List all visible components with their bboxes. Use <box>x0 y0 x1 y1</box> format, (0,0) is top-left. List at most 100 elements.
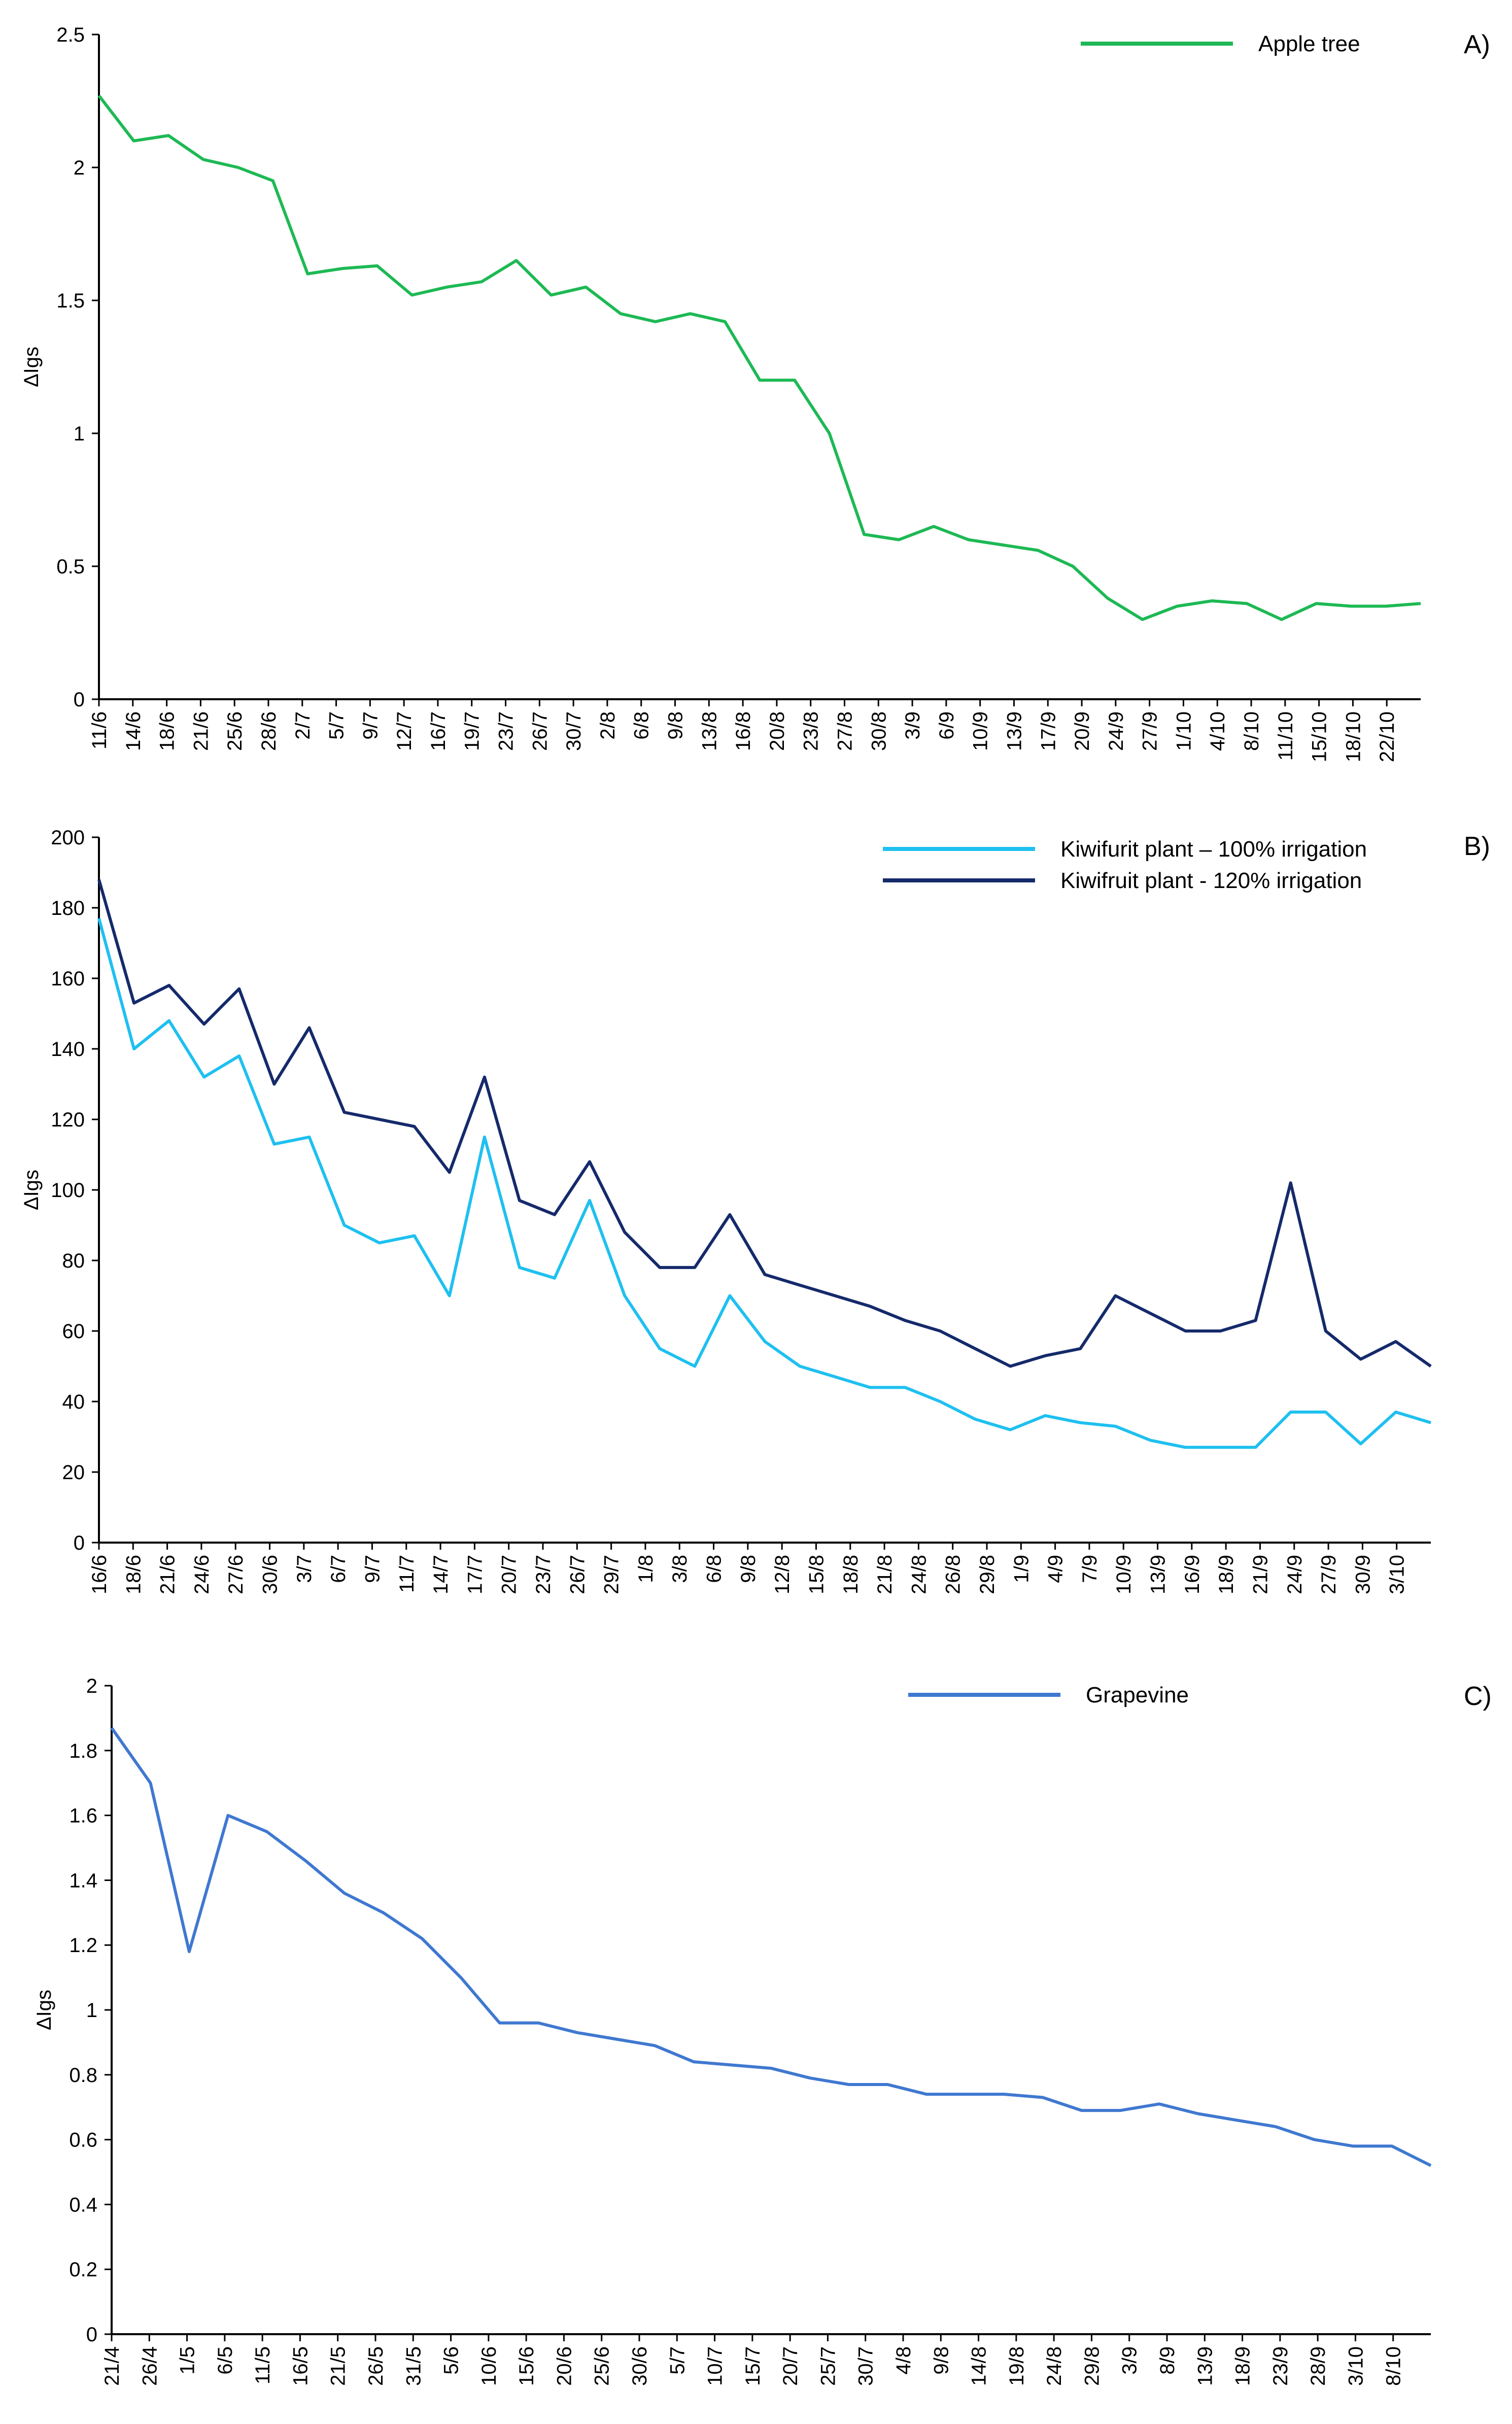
x-tick-label: 10/9 <box>970 711 992 751</box>
x-tick-label: 26/7 <box>529 711 551 751</box>
y-axis-label: ΔIgs <box>20 1170 43 1210</box>
y-tick-label: 180 <box>51 897 85 919</box>
x-tick-label: 9/7 <box>359 711 382 740</box>
x-tick-label: 4/10 <box>1207 711 1229 751</box>
legend-label: Kiwifruit plant - 120% irrigation <box>1060 868 1362 893</box>
x-tick-label: 4/9 <box>1045 1555 1067 1583</box>
x-tick-label: 2/7 <box>292 711 314 740</box>
x-tick-label: 3/8 <box>669 1555 691 1583</box>
x-tick-label: 1/8 <box>635 1555 657 1583</box>
x-tick-label: 17/9 <box>1037 711 1059 751</box>
x-tick-label: 18/9 <box>1232 2346 1254 2386</box>
x-tick-label: 12/7 <box>393 711 416 751</box>
y-tick-label: 140 <box>51 1038 85 1061</box>
x-tick-label: 25/6 <box>591 2346 613 2386</box>
chart-panel-2: 0 20 40 60 80 100 120 140 160 180 200 ΔIgs 16/6 18/6 2… <box>20 827 1490 1594</box>
y-tick-label: 100 <box>51 1179 85 1202</box>
y-tick-label: 0.2 <box>69 2259 97 2281</box>
x-tick-label: 23/7 <box>495 711 518 751</box>
x-tick-label: 30/8 <box>868 711 890 751</box>
series-line-kiwifruit-plant-120-irrigation <box>97 879 1432 1368</box>
x-tick-label: 11/10 <box>1275 711 1297 761</box>
y-tick-label: 160 <box>51 968 85 990</box>
x-tick-label: 16/6 <box>88 1555 111 1594</box>
x-tick-label: 3/9 <box>902 711 924 740</box>
y-axis-label: ΔIgs <box>20 347 43 387</box>
x-tick-label: 10/9 <box>1113 1555 1135 1594</box>
x-tick-label: 6/7 <box>327 1555 350 1583</box>
x-tick-label: 8/10 <box>1383 2346 1405 2386</box>
x-tick-label: 23/8 <box>800 711 822 751</box>
x-tick-label: 19/8 <box>1006 2346 1028 2386</box>
x-tick-label: 4/8 <box>892 2346 915 2375</box>
x-tick-label: 3/10 <box>1386 1555 1408 1594</box>
x-tick-label: 21/4 <box>101 2346 123 2386</box>
x-tick-label: 18/6 <box>156 711 179 751</box>
x-tick-label: 15/8 <box>805 1555 828 1594</box>
y-tick-label: 2 <box>86 1675 97 1697</box>
x-tick-label: 6/8 <box>703 1555 726 1583</box>
x-tick-label: 10/7 <box>704 2346 727 2386</box>
x-tick-label: 8/9 <box>1156 2346 1179 2375</box>
x-tick-label: 26/4 <box>139 2346 161 2386</box>
x-tick-label: 5/7 <box>666 2346 689 2375</box>
x-tick-label: 26/5 <box>365 2346 387 2386</box>
x-tick-label: 16/7 <box>427 711 450 751</box>
x-tick-label: 24/9 <box>1105 711 1127 751</box>
x-tick-label: 13/9 <box>1003 711 1025 751</box>
x-tick-label: 6/5 <box>214 2346 236 2375</box>
x-tick-label: 6/9 <box>936 711 958 740</box>
legend-label: Kiwifurit plant – 100% irrigation <box>1060 837 1367 862</box>
x-tick-label: 20/9 <box>1071 711 1093 751</box>
y-tick-label: 1.8 <box>69 1740 97 1762</box>
x-tick-label: 18/10 <box>1342 711 1364 762</box>
x-tick-label: 28/9 <box>1307 2346 1329 2386</box>
x-tick-label: 27/8 <box>834 711 856 751</box>
x-tick-label: 15/6 <box>516 2346 538 2386</box>
y-tick-label: 1 <box>74 423 85 445</box>
panel-label: B) <box>1464 832 1490 861</box>
y-tick-label: 1 <box>86 1999 97 2022</box>
y-tick-label: 1.2 <box>69 1934 97 1957</box>
x-tick-label: 14/6 <box>122 711 145 751</box>
x-tick-label: 29/7 <box>601 1555 623 1594</box>
x-tick-label: 24/9 <box>1284 1555 1306 1594</box>
legend-label: Grapevine <box>1086 1683 1189 1708</box>
x-tick-label: 14/8 <box>968 2346 990 2386</box>
x-tick-label: 24/6 <box>191 1555 213 1594</box>
x-tick-label: 6/8 <box>631 711 653 740</box>
x-tick-label: 27/9 <box>1318 1555 1340 1594</box>
x-tick-label: 16/9 <box>1181 1555 1204 1594</box>
x-tick-label: 18/9 <box>1215 1555 1238 1594</box>
x-tick-label: 19/7 <box>461 711 484 751</box>
x-tick-label: 24/8 <box>908 1555 930 1594</box>
x-tick-label: 23/7 <box>532 1555 555 1594</box>
y-tick-label: 1.6 <box>69 1805 97 1827</box>
y-tick-label: 40 <box>62 1391 85 1413</box>
x-tick-label: 29/8 <box>1081 2346 1103 2386</box>
x-tick-label: 2/8 <box>597 711 619 740</box>
y-tick-label: 0.5 <box>56 556 85 578</box>
y-tick-label: 20 <box>62 1461 85 1484</box>
x-tick-label: 14/7 <box>430 1555 452 1594</box>
x-tick-label: 22/10 <box>1376 711 1398 762</box>
x-tick-label: 21/6 <box>190 711 212 751</box>
x-tick-label: 30/7 <box>563 711 585 751</box>
x-tick-label: 23/9 <box>1269 2346 1292 2386</box>
x-tick-label: 25/6 <box>224 711 246 751</box>
chart-panel-3: 0 0.2 0.4 0.6 0.8 1 1.2 1.4 1.6 1.8 2 ΔIgs 21/4 26/4 1… <box>33 1675 1492 2386</box>
x-tick-label: 21/8 <box>874 1555 896 1594</box>
x-tick-label: 16/5 <box>289 2346 312 2386</box>
x-tick-label: 9/7 <box>361 1555 384 1583</box>
series-line-grapevine <box>110 1727 1432 2167</box>
x-tick-label: 1/5 <box>177 2346 199 2375</box>
y-tick-label: 0.6 <box>69 2129 97 2152</box>
y-tick-label: 1.4 <box>69 1869 97 1892</box>
x-tick-label: 5/6 <box>440 2346 463 2375</box>
y-tick-label: 2.5 <box>56 24 85 46</box>
x-tick-label: 21/9 <box>1249 1555 1272 1594</box>
y-tick-label: 0.4 <box>69 2194 97 2216</box>
y-tick-label: 0 <box>74 689 85 711</box>
x-tick-label: 11/7 <box>396 1555 418 1593</box>
x-tick-label: 18/8 <box>840 1555 862 1594</box>
